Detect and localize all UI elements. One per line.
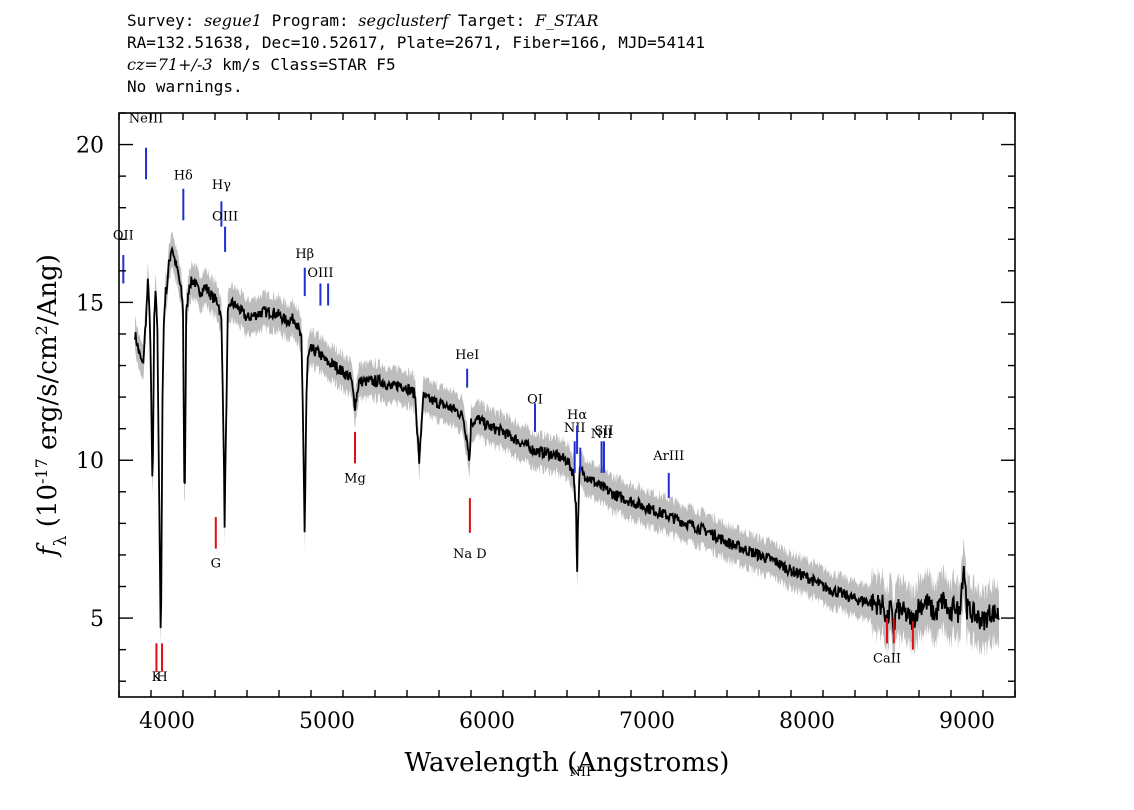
line-label-hγ: Hγ: [212, 178, 231, 193]
line-label-g: G: [211, 557, 221, 572]
line-label-sii: SII: [594, 424, 613, 439]
header-line-3: cz=71+/-3 km/s Class=STAR F5: [127, 55, 396, 74]
spectrum-error-band: [135, 231, 999, 663]
line-label-nii: NII: [564, 421, 586, 436]
y-tick-label: 5: [90, 607, 104, 632]
line-label-oii: OII: [113, 228, 134, 243]
line-label-nii: NII: [569, 765, 591, 780]
x-tick-label: 6000: [459, 709, 515, 734]
line-label-k: K: [152, 670, 162, 685]
header-line-4: No warnings.: [127, 77, 243, 96]
line-label-ariii: ArIII: [652, 449, 684, 464]
line-label-hδ: Hδ: [174, 168, 193, 183]
line-label-oi: OI: [527, 392, 543, 407]
y-tick-label: 20: [76, 134, 104, 159]
header-line-1: Survey: segue1 Program: segclusterf Targ…: [127, 11, 599, 30]
y-tick-label: 10: [76, 449, 104, 474]
program-name: segclusterf: [358, 11, 449, 30]
line-label-hβ: Hβ: [295, 247, 314, 262]
x-axis-title: Wavelength (Angstroms): [405, 748, 730, 778]
x-tick-label: 9000: [939, 709, 995, 734]
survey-name: segue1: [204, 11, 262, 30]
line-label-oiii: OIII: [307, 266, 333, 281]
line-label-oiii: OIII: [212, 209, 238, 224]
line-label-h: H: [156, 670, 167, 685]
line-label-hα: Hα: [567, 408, 587, 423]
line-label-nii: NII: [591, 427, 613, 442]
line-label-caii: CaII: [873, 651, 901, 666]
line-label-na-d: Na D: [453, 547, 487, 562]
line-label-neiii: NeIII: [129, 111, 163, 126]
x-tick-label: 5000: [299, 709, 355, 734]
line-label-hei: HeI: [455, 348, 479, 363]
redshift-value: cz=71+/-3: [127, 55, 213, 74]
x-tick-label: 7000: [619, 709, 675, 734]
y-tick-label: 15: [76, 291, 104, 316]
line-label-mg: Mg: [344, 471, 366, 486]
target-name: F_STAR: [534, 11, 599, 30]
header-line-2: RA=132.51638, Dec=10.52617, Plate=2671, …: [127, 33, 705, 52]
spectrum-line: [134, 245, 1000, 634]
x-tick-label: 8000: [779, 709, 835, 734]
x-tick-label: 4000: [139, 709, 195, 734]
y-axis-title: fλ (10-17 erg/s/cm2/Ang): [32, 254, 72, 558]
